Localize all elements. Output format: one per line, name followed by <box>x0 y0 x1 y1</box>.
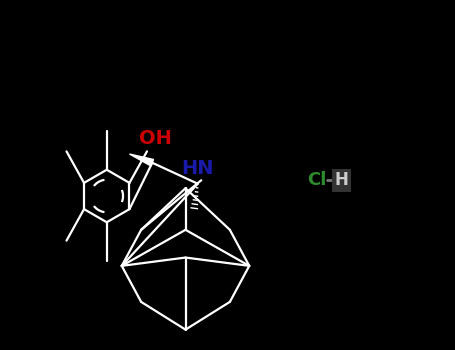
Text: H: H <box>334 171 348 189</box>
Text: Cl: Cl <box>307 171 326 189</box>
Text: OH: OH <box>139 129 172 148</box>
Polygon shape <box>130 154 153 166</box>
Text: HN: HN <box>182 159 214 177</box>
